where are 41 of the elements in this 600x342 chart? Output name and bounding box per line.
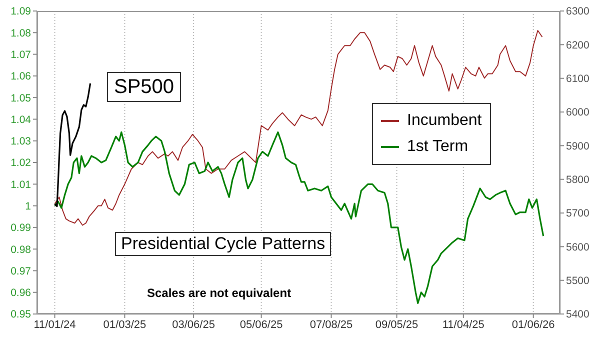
y-tick-label: 1.04 (10, 114, 32, 126)
y2-tick-label: 6200 (566, 39, 590, 52)
annotation: Presidential Cycle Patterns (115, 232, 332, 256)
y2-tick-label: 5600 (566, 241, 590, 254)
y-tick-label: 1.02 (10, 157, 32, 170)
x-tick-label: 11/04/25 (442, 318, 484, 331)
series-label: SP500 (107, 72, 182, 102)
y2-tick-label: 6100 (566, 73, 590, 86)
y2-tick-label: 5800 (566, 174, 590, 186)
y-tick-label: 1.03 (10, 136, 32, 148)
y2-tick-label: 5500 (566, 275, 590, 288)
y2-tick-label: 5900 (566, 140, 590, 152)
y-tick-label: 1.01 (10, 178, 32, 191)
y-tick-label: 1.09 (10, 6, 32, 18)
y-tick-label: 0.99 (10, 222, 32, 234)
line-series (54, 82, 92, 208)
y-tick-label: 1.06 (10, 70, 32, 83)
x-tick-label: 01/06/26 (512, 318, 555, 331)
y-tick-label: 1.08 (10, 27, 32, 40)
y2-tick-label: 6300 (566, 6, 590, 18)
y-tick-label: 1.07 (10, 49, 32, 62)
line-series (54, 30, 543, 226)
y-tick-label: 1 (25, 200, 32, 213)
y-tick-label: 0.96 (10, 287, 32, 300)
legend-label: 1st Term (407, 138, 468, 156)
x-tick-label: 09/05/25 (375, 318, 418, 331)
y-tick-label: 0.97 (10, 265, 32, 278)
y-tick-label: 1.05 (10, 92, 32, 104)
x-tick-label: 07/08/25 (310, 318, 353, 331)
x-tick-label: 11/01/24 (34, 318, 76, 331)
y2-tick-label: 5400 (566, 308, 590, 321)
legend-label: Incumbent (407, 112, 482, 130)
x-tick-label: 05/06/25 (240, 318, 283, 331)
x-tick-label: 03/06/25 (172, 318, 215, 331)
line-series (54, 131, 544, 304)
y2-tick-label: 6000 (566, 106, 590, 119)
y-tick-label: 0.98 (10, 244, 32, 256)
annotation: Scales are not equivalent (147, 286, 292, 300)
x-tick-label: 01/03/25 (103, 318, 146, 331)
y-tick-label: 0.95 (10, 308, 32, 321)
y2-tick-label: 5700 (566, 208, 590, 220)
